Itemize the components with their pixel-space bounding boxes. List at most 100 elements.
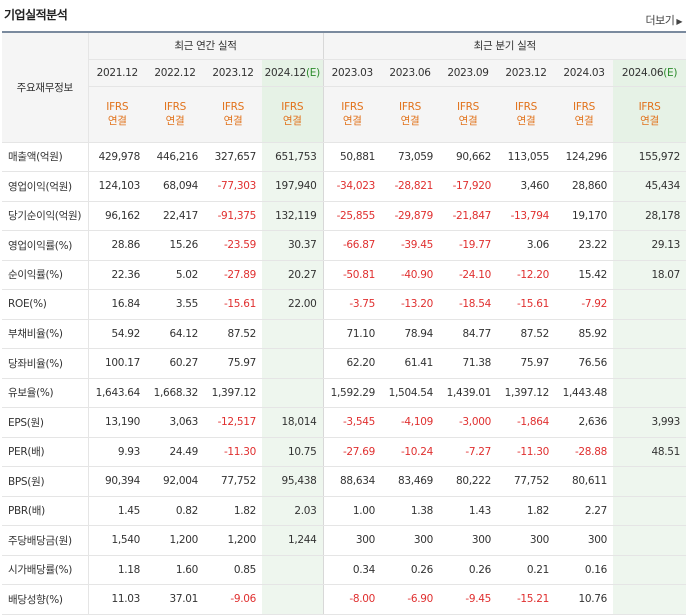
- table-cell: 64.12: [146, 319, 204, 349]
- table-cell: 1,504.54: [381, 378, 439, 408]
- table-cell: 78.94: [381, 319, 439, 349]
- row-label: 유보율(%): [2, 378, 89, 408]
- table-row: 배당성향(%) 11.03 37.01 -9.06 -8.00 -6.90 -9.45 -15…: [2, 584, 687, 615]
- table-cell: -27.69: [323, 437, 381, 467]
- table-cell: 2.03: [262, 496, 324, 526]
- period-label: 2023.12: [212, 66, 254, 79]
- table-cell: 75.97: [497, 348, 555, 379]
- table-cell: 45,434: [613, 171, 687, 202]
- table-row: ROE(%) 16.84 3.55 -15.61 22.00 -3.75 -13.20 -18…: [2, 289, 687, 320]
- table-cell: 0.21: [497, 555, 555, 585]
- table-cell: -3.75: [323, 289, 381, 320]
- table-cell: 18.07: [613, 260, 687, 290]
- table-cell: -18.54: [439, 289, 497, 320]
- table-row: 영업이익률(%) 28.86 15.26 -23.59 30.37 -66.87 -39.4…: [2, 230, 687, 261]
- table-cell: [613, 496, 687, 526]
- period-header: 2023.03: [323, 59, 381, 87]
- row-label: BPS(원): [2, 466, 89, 497]
- table-cell: [613, 348, 687, 379]
- standard-consolidated: 연결: [223, 115, 243, 127]
- table-cell: -19.77: [439, 230, 497, 261]
- table-cell: 30.37: [262, 230, 324, 261]
- period-label: 2023.12: [505, 66, 547, 79]
- standard-header: IFRS 연결: [555, 86, 613, 143]
- standard-header: IFRS 연결: [146, 86, 204, 143]
- table-cell: 83,469: [381, 466, 439, 497]
- standard-consolidated: 연결: [165, 115, 185, 127]
- table-row: PER(배) 9.93 24.49 -11.30 10.75 -27.69 -10.24 -7…: [2, 437, 687, 467]
- table-cell: -28.88: [555, 437, 613, 467]
- table-cell: 28,178: [613, 201, 687, 231]
- standard-consolidated: 연결: [282, 115, 302, 127]
- table-cell: 11.03: [88, 584, 146, 615]
- table-cell: 155,972: [613, 142, 687, 172]
- table-cell: -29,879: [381, 201, 439, 231]
- row-label: 부채비율(%): [2, 319, 89, 349]
- table-cell: 54.92: [88, 319, 146, 349]
- table-cell: 0.26: [439, 555, 497, 585]
- row-label: 주당배당금(원): [2, 525, 89, 556]
- table-cell: 85.92: [555, 319, 613, 349]
- table-cell: [613, 378, 687, 408]
- table-cell: 113,055: [497, 142, 555, 172]
- row-label: 시가배당률(%): [2, 555, 89, 585]
- table-cell: -10.24: [381, 437, 439, 467]
- standard-ifrs: IFRS: [281, 101, 304, 113]
- table-cell: [262, 348, 324, 379]
- table-cell: 9.93: [88, 437, 146, 467]
- table-cell: 300: [497, 525, 555, 556]
- table-cell: -15.61: [204, 289, 262, 320]
- table-cell: 19,170: [555, 201, 613, 231]
- table-cell: 132,119: [262, 201, 324, 231]
- table-cell: -15.61: [497, 289, 555, 320]
- standard-consolidated: 연결: [516, 115, 536, 127]
- table-cell: -12.20: [497, 260, 555, 290]
- standard-header: IFRS 연결: [613, 86, 687, 143]
- table-cell: -23.59: [204, 230, 262, 261]
- table-cell: -28,821: [381, 171, 439, 202]
- table-cell: 80,222: [439, 466, 497, 497]
- table-cell: 1,643.64: [88, 378, 146, 408]
- period-label: 2021.12: [96, 66, 139, 79]
- table-cell: 1.82: [497, 496, 555, 526]
- table-cell: 13,190: [88, 407, 146, 438]
- standard-ifrs: IFRS: [638, 101, 661, 113]
- period-header: 2023.12: [497, 59, 555, 87]
- table-cell: 24.49: [146, 437, 204, 467]
- row-label: 영업이익률(%): [2, 230, 89, 261]
- table-row: 시가배당률(%) 1.18 1.60 0.85 0.34 0.26 0.26 0.21 0.16: [2, 555, 687, 585]
- table-cell: -1,864: [497, 407, 555, 438]
- table-cell: 3.55: [146, 289, 204, 320]
- table-cell: -15.21: [497, 584, 555, 615]
- standard-header: IFRS 연결: [439, 86, 497, 143]
- table-cell: 1,540: [88, 525, 146, 556]
- table-cell: [613, 466, 687, 497]
- standard-ifrs: IFRS: [399, 101, 421, 113]
- row-label: 매출액(억원): [2, 142, 89, 172]
- period-header: 2023.12: [204, 59, 262, 87]
- row-label: 영업이익(억원): [2, 171, 89, 202]
- estimate-mark: (E): [305, 66, 320, 79]
- period-header: 2023.09: [439, 59, 497, 87]
- period-label: 2022.12: [154, 66, 196, 79]
- table-cell: 90,394: [88, 466, 146, 497]
- more-link[interactable]: 더보기 ▶: [645, 12, 682, 28]
- table-cell: 100.17: [88, 348, 146, 379]
- standard-header: IFRS 연결: [262, 86, 324, 143]
- table-cell: 48.51: [613, 437, 687, 467]
- table-cell: 22.36: [88, 260, 146, 290]
- table-cell: 1.45: [88, 496, 146, 526]
- table-cell: -91,375: [204, 201, 262, 231]
- table-cell: -39.45: [381, 230, 439, 261]
- table-cell: -21,847: [439, 201, 497, 231]
- period-label: 2023.09: [447, 66, 489, 79]
- table-cell: 1,200: [204, 525, 262, 556]
- standard-ifrs: IFRS: [573, 101, 595, 113]
- table-row: 순이익률(%) 22.36 5.02 -27.89 20.27 -50.81 -40.90-…: [2, 260, 687, 290]
- table-cell: 76.56: [555, 348, 613, 379]
- standard-header: IFRS 연결: [204, 86, 262, 143]
- table-cell: 71.10: [323, 319, 381, 349]
- table-cell: -27.89: [204, 260, 262, 290]
- period-header: 2022.12: [146, 59, 204, 87]
- table-cell: 0.34: [323, 555, 381, 585]
